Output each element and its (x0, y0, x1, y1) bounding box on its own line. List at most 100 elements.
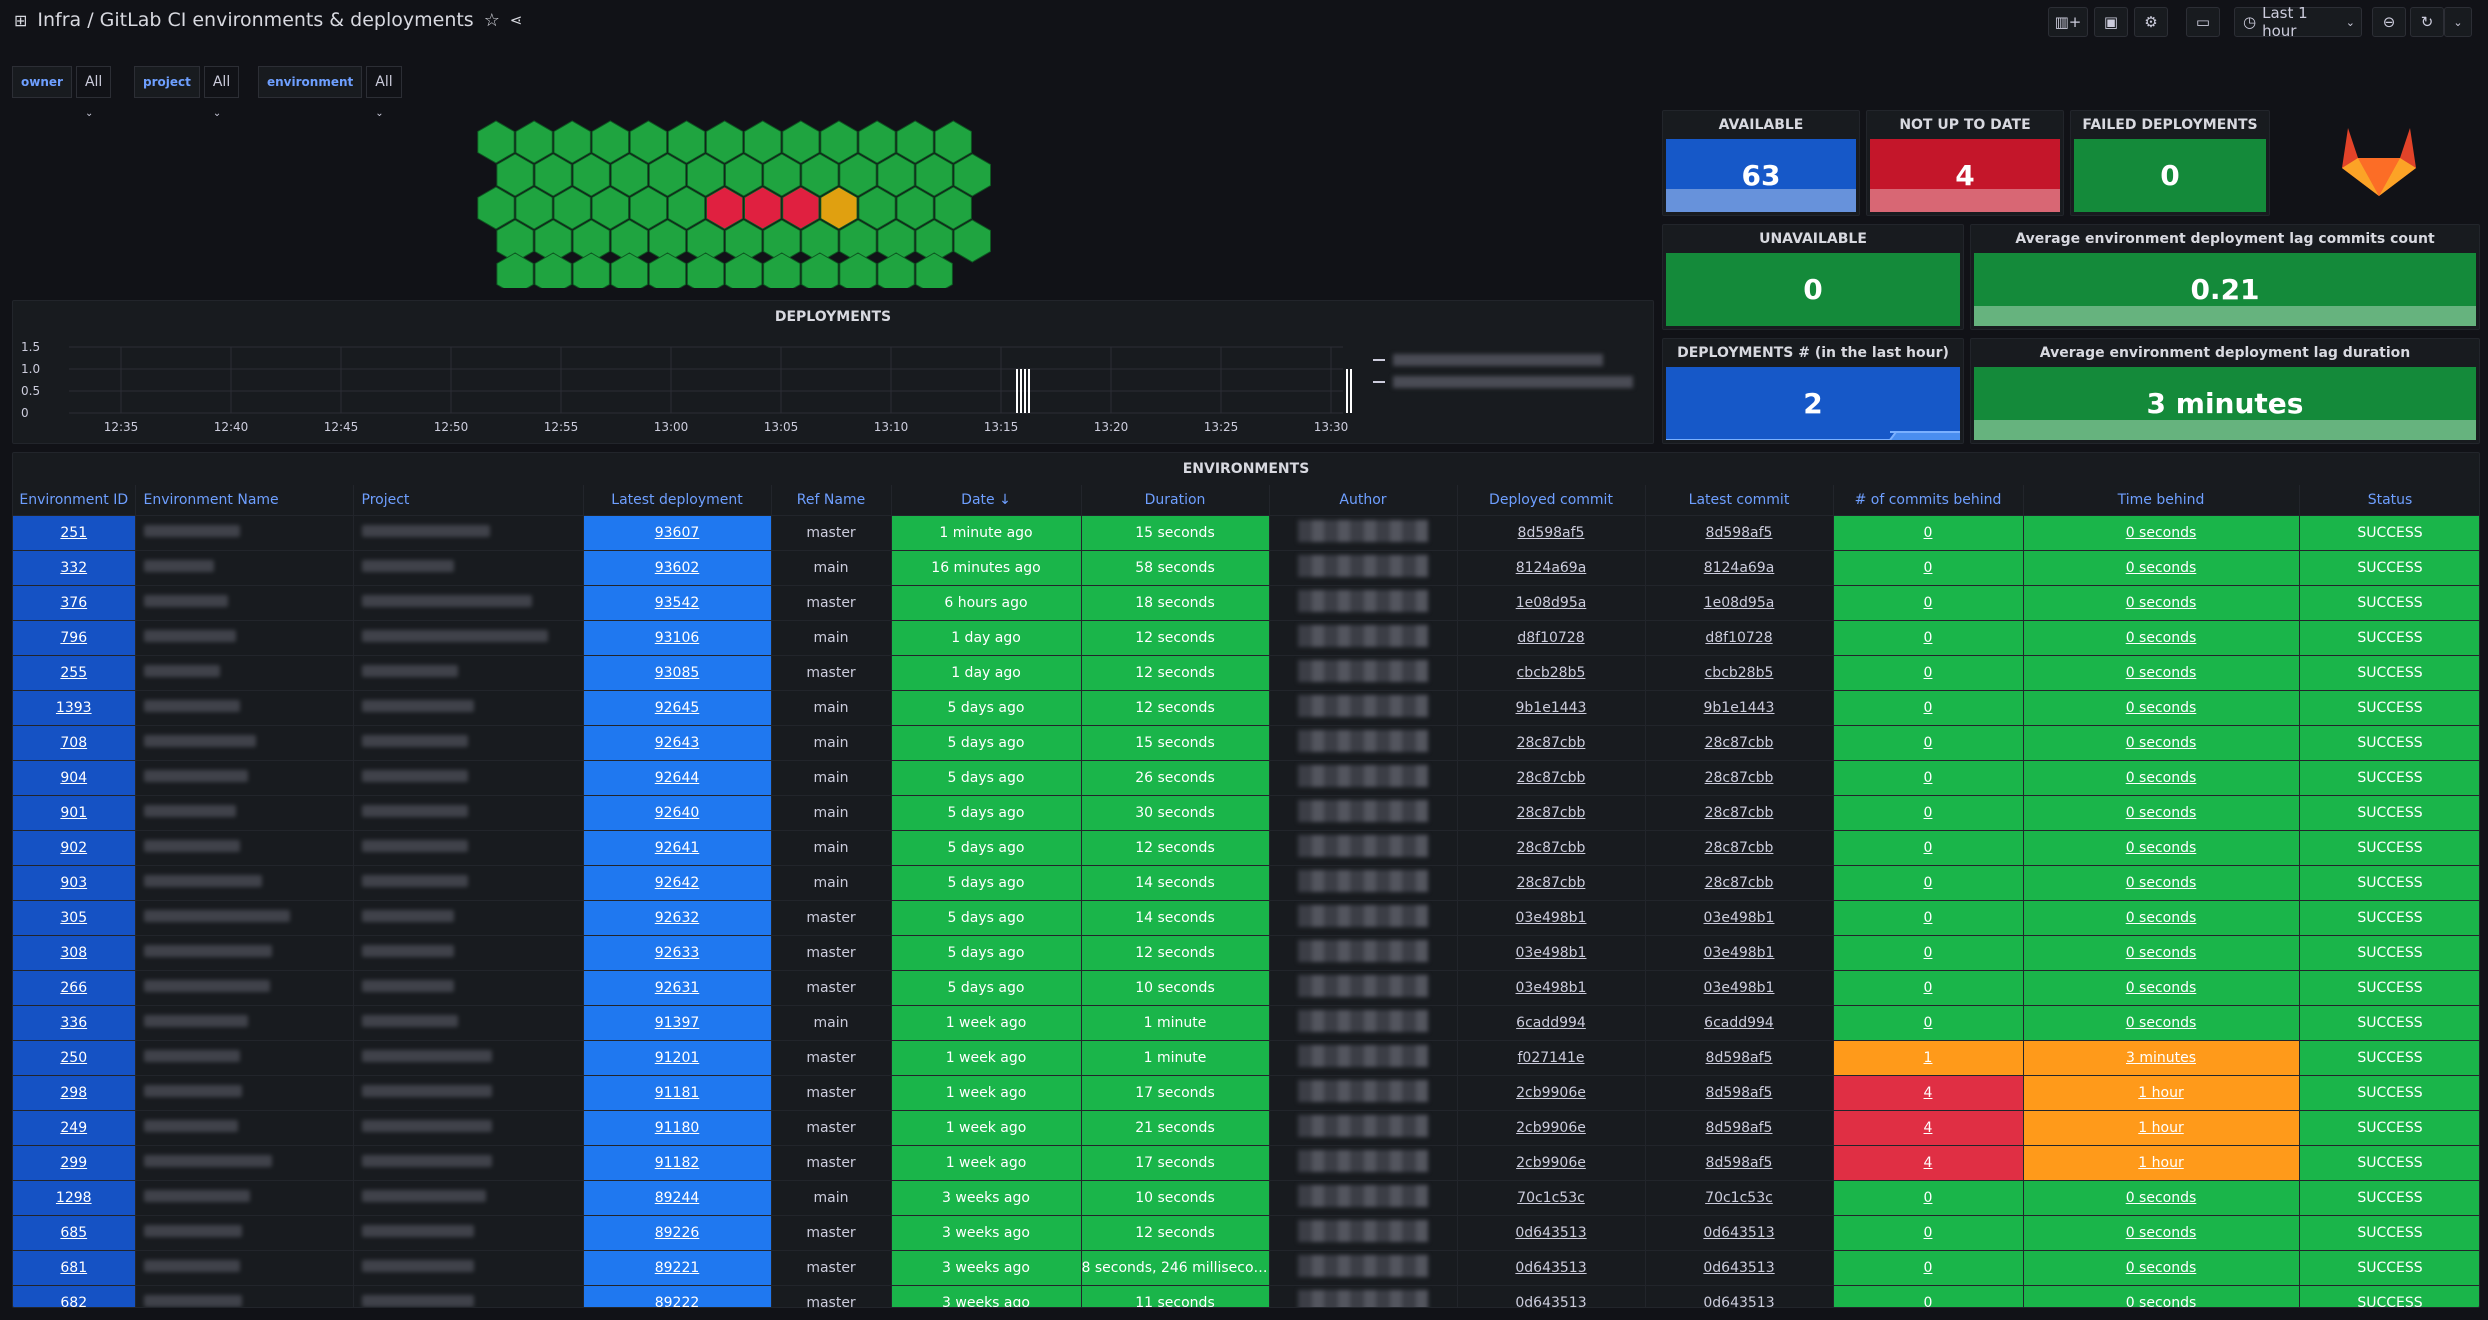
environment-hex[interactable] (725, 252, 763, 288)
commits-behind-cell[interactable]: 0 (1833, 515, 2024, 551)
column-header[interactable]: Duration (1081, 485, 1270, 516)
latest-deployment-cell[interactable]: 93106 (583, 620, 772, 656)
environment-hex[interactable] (705, 186, 744, 230)
latest-commit-cell[interactable]: 9b1e1443 (1645, 690, 1834, 726)
stat-unavailable[interactable]: UNAVAILABLE 0 (1662, 224, 1964, 330)
star-icon[interactable]: ☆ (483, 9, 500, 31)
time-behind-cell[interactable]: 0 seconds (2023, 1215, 2300, 1251)
environment-id-cell[interactable]: 255 (13, 655, 136, 691)
environment-hex[interactable] (534, 219, 572, 263)
tv-mode-button[interactable]: ▭ (2186, 7, 2220, 37)
environment-hex[interactable] (686, 153, 725, 197)
environment-hex[interactable] (553, 120, 591, 164)
environment-id-cell[interactable]: 681 (13, 1250, 136, 1286)
legend-item[interactable] (1373, 371, 1633, 393)
commits-behind-cell[interactable]: 0 (1833, 935, 2024, 971)
environment-hex[interactable] (667, 120, 706, 164)
commits-behind-cell[interactable]: 4 (1833, 1145, 2024, 1181)
time-behind-cell[interactable]: 1 hour (2023, 1145, 2300, 1181)
environment-hex[interactable] (610, 219, 649, 263)
time-behind-cell[interactable]: 0 seconds (2023, 1250, 2300, 1286)
deployed-commit-cell[interactable]: 0d643513 (1457, 1250, 1646, 1286)
commits-behind-cell[interactable]: 0 (1833, 1005, 2024, 1041)
latest-commit-cell[interactable]: 28c87cbb (1645, 865, 1834, 901)
time-behind-cell[interactable]: 0 seconds (2023, 1005, 2300, 1041)
environment-hex[interactable] (667, 186, 706, 230)
stat-avg-lag-duration[interactable]: Average environment deployment lag durat… (1970, 338, 2480, 444)
commits-behind-cell[interactable]: 0 (1833, 900, 2024, 936)
environment-hex[interactable] (801, 153, 839, 197)
latest-deployment-cell[interactable]: 92640 (583, 795, 772, 831)
environment-hex[interactable] (705, 120, 744, 164)
environment-id-cell[interactable]: 903 (13, 865, 136, 901)
environment-hex[interactable] (610, 252, 649, 288)
deployed-commit-cell[interactable]: 1e08d95a (1457, 585, 1646, 621)
column-header[interactable]: Environment ID (13, 485, 136, 516)
latest-deployment-cell[interactable]: 89244 (583, 1180, 772, 1216)
column-header[interactable]: Time behind (2023, 485, 2300, 516)
stat-failed-deployments[interactable]: FAILED DEPLOYMENTS 0 (2070, 110, 2270, 216)
deployed-commit-cell[interactable]: 8d598af5 (1457, 515, 1646, 551)
commits-behind-cell[interactable]: 0 (1833, 725, 2024, 761)
environment-hex[interactable] (877, 252, 915, 288)
latest-commit-cell[interactable]: 28c87cbb (1645, 795, 1834, 831)
commits-behind-cell[interactable]: 0 (1833, 970, 2024, 1006)
latest-commit-cell[interactable]: 03e498b1 (1645, 935, 1834, 971)
deployed-commit-cell[interactable]: 03e498b1 (1457, 900, 1646, 936)
environment-hex[interactable] (572, 219, 610, 263)
environment-hex[interactable] (515, 120, 553, 164)
save-button[interactable]: ▣ (2094, 7, 2128, 37)
deployed-commit-cell[interactable]: 28c87cbb (1457, 865, 1646, 901)
environment-hex[interactable] (953, 219, 991, 263)
latest-deployment-cell[interactable]: 93607 (583, 515, 772, 551)
environment-hex[interactable] (496, 219, 534, 263)
latest-commit-cell[interactable]: 28c87cbb (1645, 830, 1834, 866)
share-icon[interactable]: ⋖ (509, 11, 523, 29)
environment-select[interactable]: All ⌄ (366, 66, 402, 119)
deployed-commit-cell[interactable]: 03e498b1 (1457, 970, 1646, 1006)
time-behind-cell[interactable]: 0 seconds (2023, 620, 2300, 656)
latest-deployment-cell[interactable]: 89221 (583, 1250, 772, 1286)
latest-commit-cell[interactable]: 03e498b1 (1645, 900, 1834, 936)
deployed-commit-cell[interactable]: 8124a69a (1457, 550, 1646, 586)
deployed-commit-cell[interactable]: 03e498b1 (1457, 935, 1646, 971)
commits-behind-cell[interactable]: 0 (1833, 795, 2024, 831)
environment-hex[interactable] (496, 153, 534, 197)
environment-hex[interactable] (572, 153, 610, 197)
deployed-commit-cell[interactable]: 2cb9906e (1457, 1075, 1646, 1111)
environment-hex[interactable] (896, 186, 934, 230)
latest-deployment-cell[interactable]: 93602 (583, 550, 772, 586)
environment-hex[interactable] (915, 252, 953, 288)
time-behind-cell[interactable]: 0 seconds (2023, 865, 2300, 901)
add-panel-button[interactable]: ▥+ (2048, 7, 2088, 37)
environment-hex[interactable] (801, 219, 839, 263)
commits-behind-cell[interactable]: 0 (1833, 1285, 2024, 1307)
environment-id-cell[interactable]: 376 (13, 585, 136, 621)
time-behind-cell[interactable]: 1 hour (2023, 1075, 2300, 1111)
latest-commit-cell[interactable]: 8d598af5 (1645, 1040, 1834, 1076)
environment-id-cell[interactable]: 336 (13, 1005, 136, 1041)
environment-hex[interactable] (858, 186, 896, 230)
column-header[interactable]: Project (353, 485, 584, 516)
time-behind-cell[interactable]: 0 seconds (2023, 935, 2300, 971)
column-header[interactable]: Latest commit (1645, 485, 1834, 516)
latest-commit-cell[interactable]: 8d598af5 (1645, 515, 1834, 551)
deployments-panel[interactable]: DEPLOYMENTS 1.5 1.0 0.5 0 12:35 12:40 12:45 12:… (12, 300, 1654, 444)
grid-icon[interactable]: ⊞ (14, 10, 28, 30)
environment-hex[interactable] (820, 186, 858, 230)
environment-hex[interactable] (877, 219, 915, 263)
commits-behind-cell[interactable]: 0 (1833, 865, 2024, 901)
time-behind-cell[interactable]: 1 hour (2023, 1110, 2300, 1146)
latest-commit-cell[interactable]: cbcb28b5 (1645, 655, 1834, 691)
deployed-commit-cell[interactable]: 0d643513 (1457, 1215, 1646, 1251)
environment-id-cell[interactable]: 308 (13, 935, 136, 971)
column-header[interactable]: Deployed commit (1457, 485, 1646, 516)
environment-hex[interactable] (839, 153, 877, 197)
settings-button[interactable]: ⚙ (2134, 7, 2168, 37)
deployed-commit-cell[interactable]: 9b1e1443 (1457, 690, 1646, 726)
environment-hex[interactable] (744, 186, 782, 230)
commits-behind-cell[interactable]: 0 (1833, 760, 2024, 796)
stat-not-up-to-date[interactable]: NOT UP TO DATE 4 (1866, 110, 2064, 216)
refresh-button[interactable]: ↻ (2410, 7, 2444, 37)
commits-behind-cell[interactable]: 0 (1833, 1250, 2024, 1286)
